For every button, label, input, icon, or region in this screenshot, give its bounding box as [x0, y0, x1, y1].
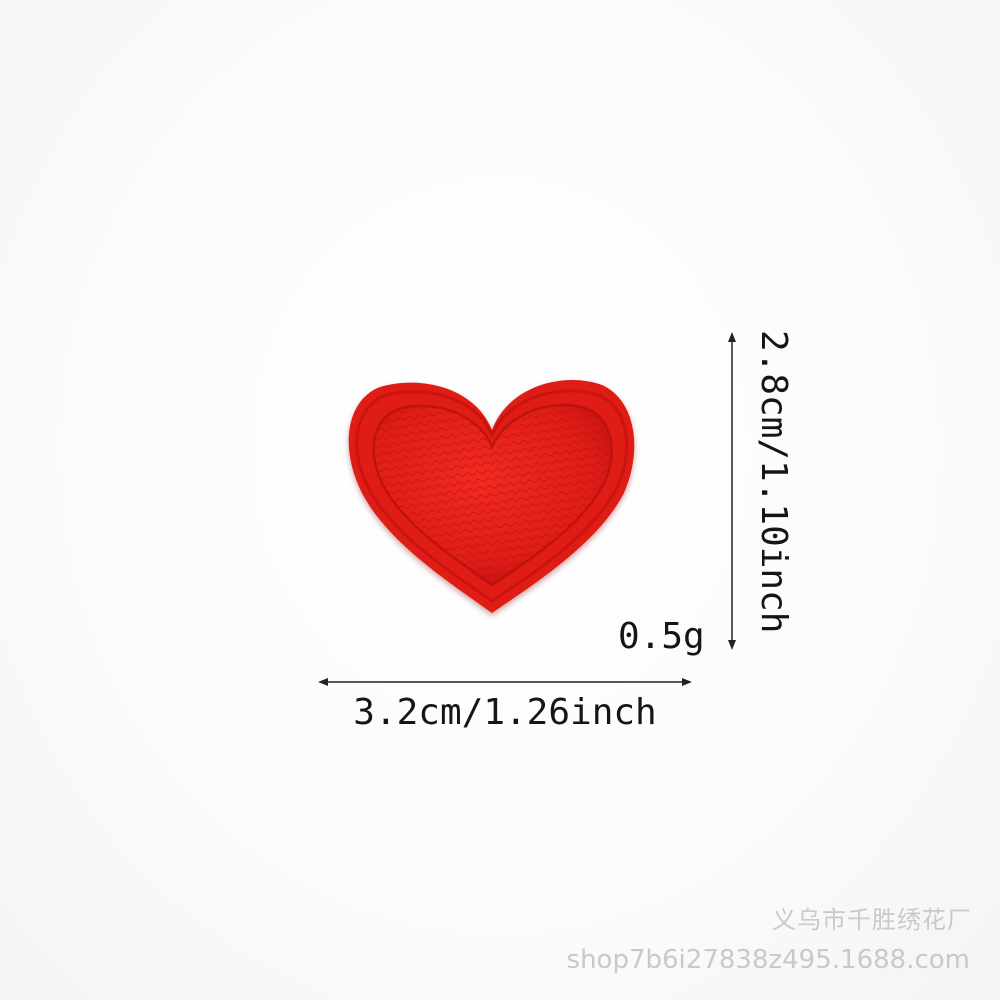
shop-name-watermark: 义乌市千胜绣花厂	[772, 906, 972, 934]
width-label: 3.2cm/1.26inch	[353, 692, 657, 733]
width-dimension-arrow	[318, 678, 692, 686]
heart-patch-image	[348, 380, 635, 613]
height-dimension-arrow	[728, 332, 736, 650]
height-label: 2.8cm/1.10inch	[753, 330, 794, 634]
shop-url-watermark: shop7b6i27838z495.1688.com	[566, 945, 970, 975]
weight-label: 0.5g	[618, 616, 705, 657]
